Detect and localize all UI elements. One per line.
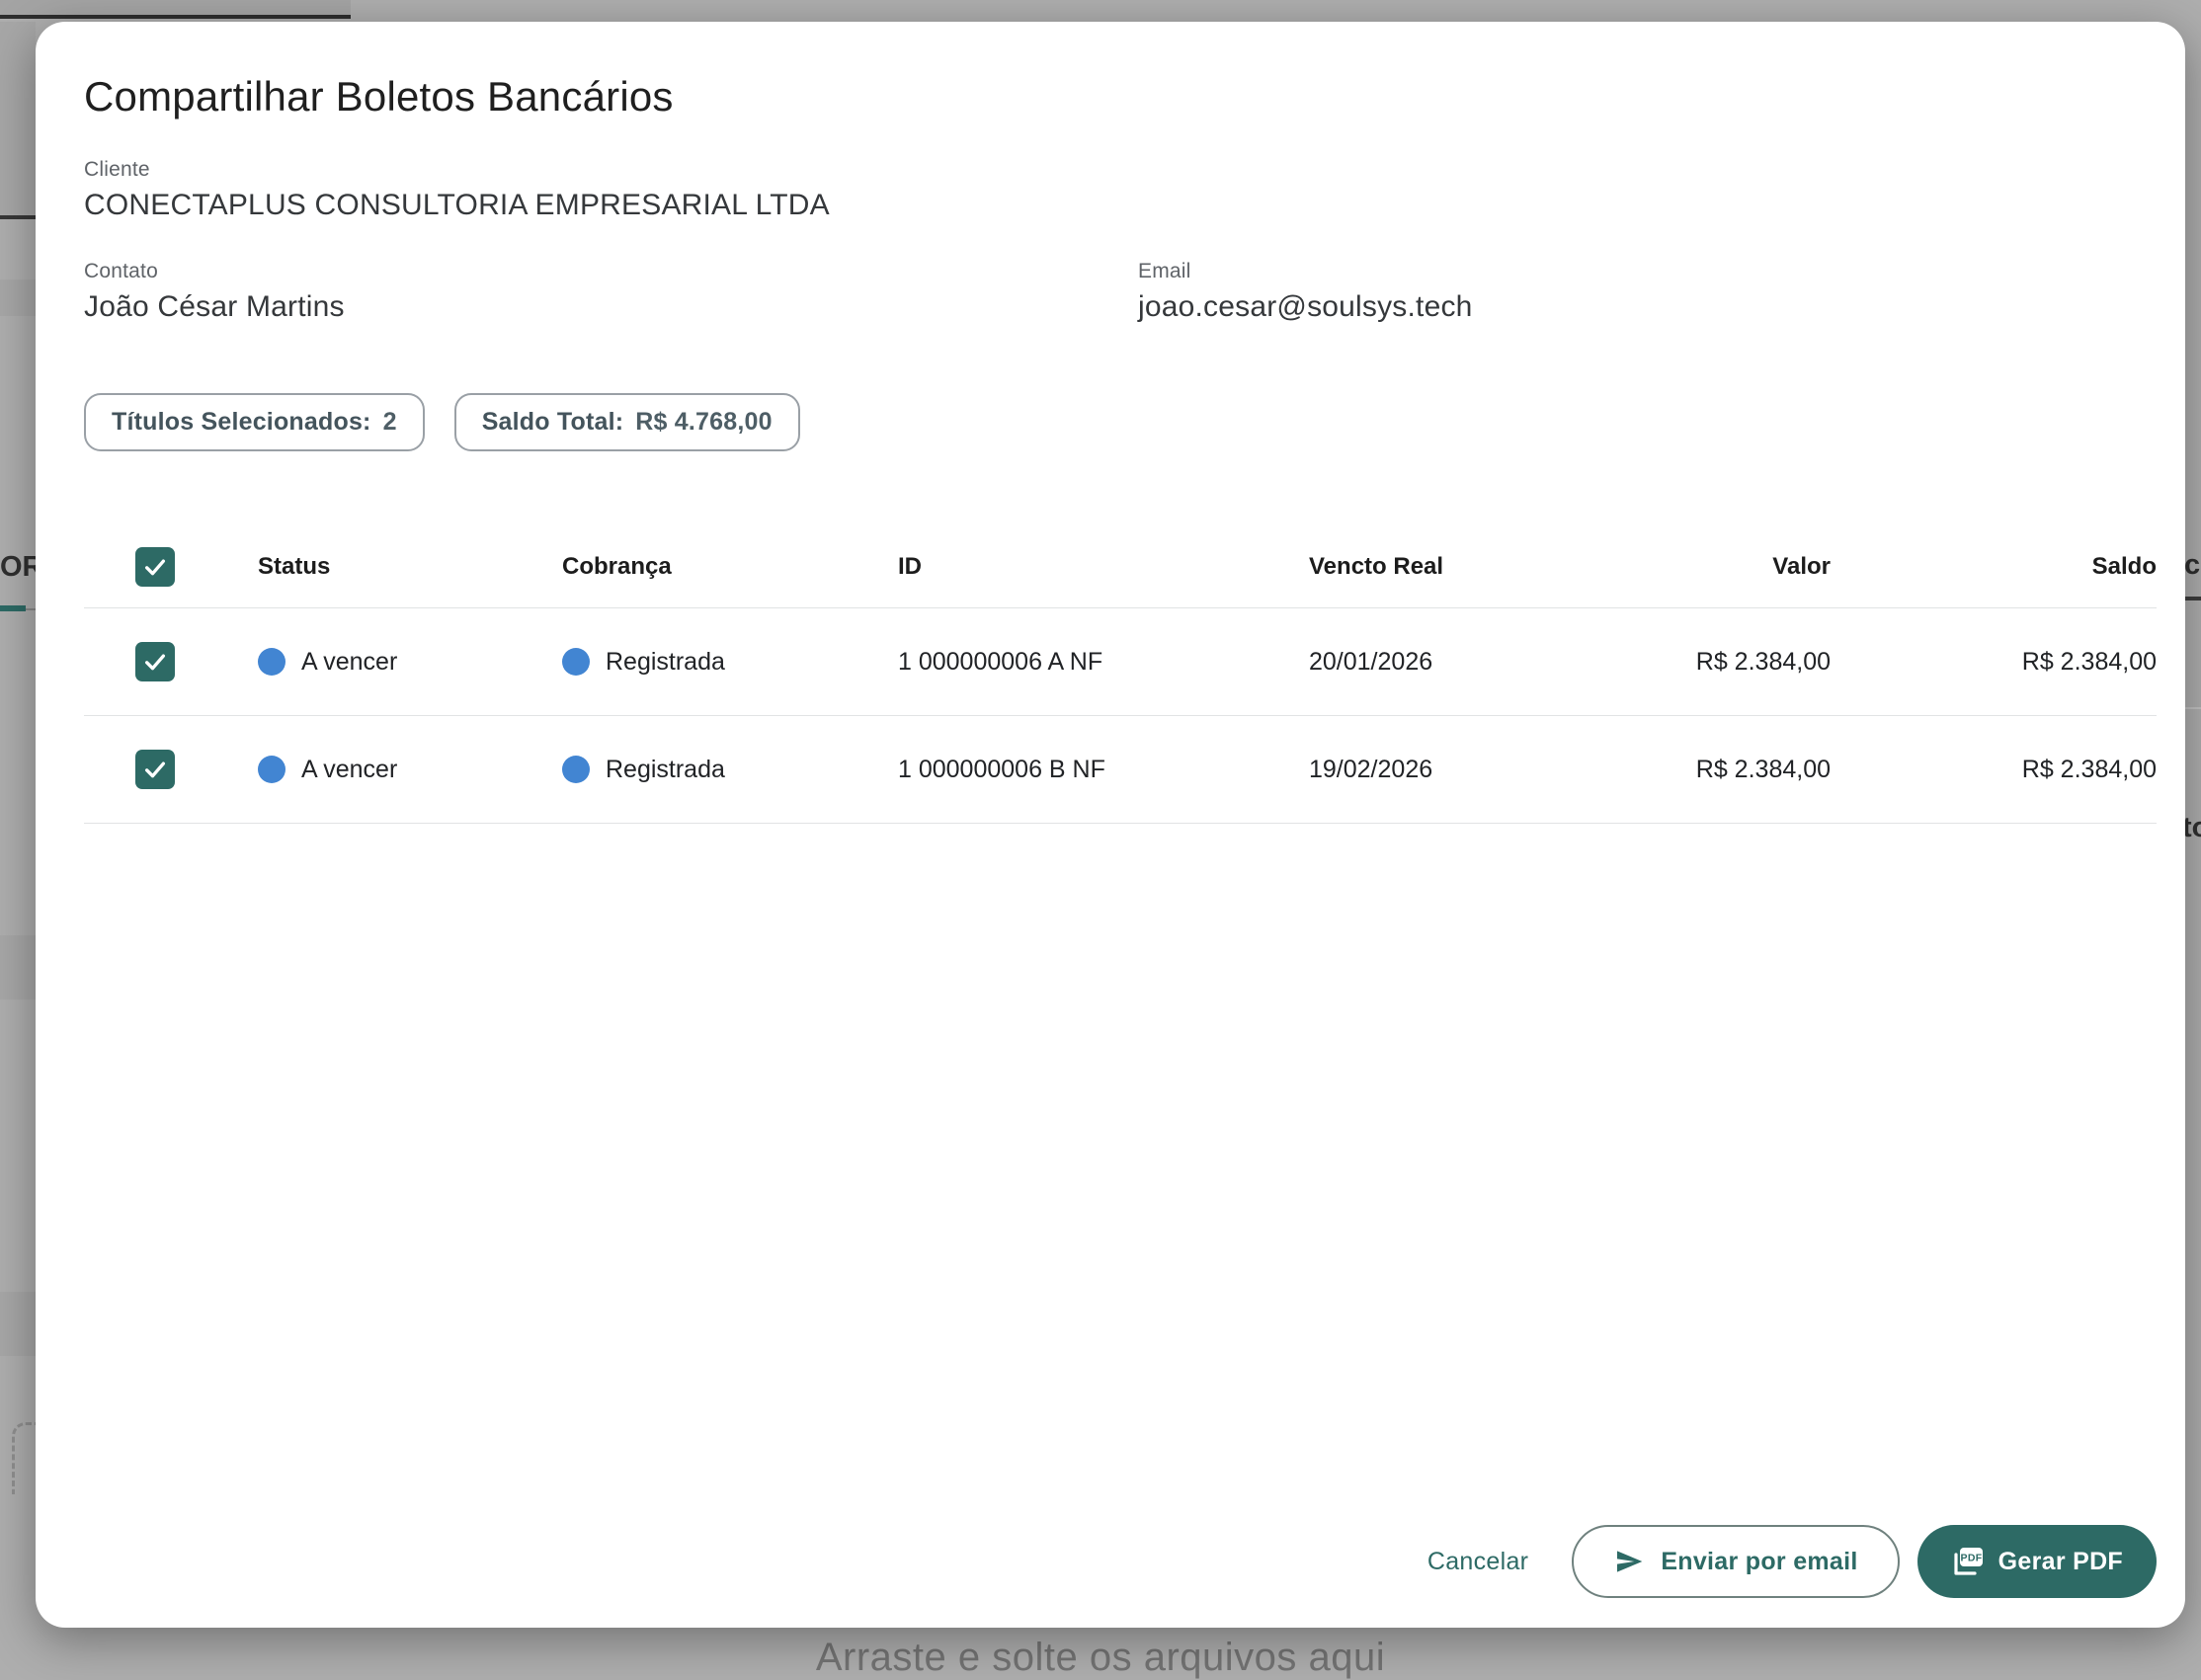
status-cell: A vencer [258,648,562,677]
select-all-checkbox[interactable] [135,547,175,587]
check-icon [145,761,165,778]
generate-pdf-label: Gerar PDF [1997,1547,2123,1575]
background-line-fragment [2183,707,2201,709]
status-dot-icon [258,756,285,783]
background-dropzone-corner-fragment [12,1422,54,1494]
contact-value: João César Martins [84,290,345,323]
selected-count-value: 2 [382,408,397,436]
valor-cell: R$ 2.384,00 [1695,647,1831,676]
table-header-row: Status Cobrança ID Vencto Real Valor Sal… [84,526,2157,608]
boletos-table: Status Cobrança ID Vencto Real Valor Sal… [84,526,2157,824]
selected-count-label: Títulos Selecionados: [112,408,371,436]
send-email-label: Enviar por email [1661,1547,1858,1575]
background-band [0,22,36,219]
contact-label: Contato [84,260,158,282]
generate-pdf-button[interactable]: PDF Gerar PDF [1916,1525,2157,1598]
cobranca-cell: Registrada [562,756,898,784]
client-field: Cliente CONECTAPLUS CONSULTORIA EMPRESAR… [84,158,2157,222]
pdf-icon: PDF [1954,1548,1983,1575]
saldo-cell: R$ 2.384,00 [2021,755,2157,783]
table-row: A vencer Registrada 1 000000006 A NF 20/… [84,608,2157,716]
background-band [0,935,36,1000]
cobranca-dot-icon [562,648,590,676]
valor-cell: R$ 2.384,00 [1695,755,1831,783]
background-band [0,1292,36,1356]
background-tab-underline-fragment [0,605,26,611]
status-dot-icon [258,648,285,676]
header-cobranca: Cobrança [562,553,672,580]
cobranca-dot-icon [562,756,590,783]
email-value: joao.cesar@soulsys.tech [1138,290,1473,323]
cancel-button[interactable]: Cancelar [1427,1547,1529,1575]
summary-chips: Títulos Selecionados: 2 Saldo Total: R$ … [84,393,2157,451]
background-text-fragment-right-top: cio [2184,549,2201,581]
contact-email-row: Contato João César Martins Email joao.ce… [84,260,2157,324]
id-cell: 1 000000006 A NF [898,647,1103,676]
header-id: ID [898,553,922,580]
background-text-fragment-right-bottom: to [2182,812,2201,843]
client-label: Cliente [84,158,150,181]
background-band [0,280,36,316]
status-cell: A vencer [258,756,562,784]
email-label: Email [1138,260,1191,282]
background-divider-fragment [26,608,36,610]
background-tab-fragment [0,0,351,19]
vencto-cell: 20/01/2026 [1309,647,1433,676]
email-field: Email joao.cesar@soulsys.tech [1138,260,1473,324]
share-boletos-dialog: Compartilhar Boletos Bancários Cliente C… [36,22,2185,1628]
table-row: A vencer Registrada 1 000000006 B NF 19/… [84,716,2157,824]
dropzone-hint-text: Arraste e solte os arquivos aqui [815,1636,1386,1679]
total-balance-label: Saldo Total: [481,408,624,436]
check-icon [145,559,165,576]
id-cell: 1 000000006 B NF [898,755,1105,783]
check-icon [145,654,165,671]
background-line-fragment [2183,597,2201,600]
total-balance-chip: Saldo Total: R$ 4.768,00 [453,393,800,451]
header-saldo: Saldo [2091,553,2157,580]
header-valor: Valor [1772,553,1831,580]
row-checkbox[interactable] [135,642,175,681]
header-status: Status [258,553,331,580]
header-vencto: Vencto Real [1309,553,1444,580]
total-balance-value: R$ 4.768,00 [635,408,773,436]
dialog-footer: Cancelar Enviar por email PDF Gerar PDF [1427,1525,2157,1598]
cobranca-cell: Registrada [562,648,898,677]
vencto-cell: 19/02/2026 [1309,755,1433,783]
status-text: A vencer [301,755,398,783]
saldo-cell: R$ 2.384,00 [2021,647,2157,676]
cobranca-text: Registrada [606,647,725,676]
dialog-title: Compartilhar Boletos Bancários [84,73,674,120]
send-icon [1617,1551,1643,1572]
row-checkbox[interactable] [135,750,175,789]
selected-count-chip: Títulos Selecionados: 2 [84,393,425,451]
send-email-button[interactable]: Enviar por email [1572,1525,1900,1598]
client-value: CONECTAPLUS CONSULTORIA EMPRESARIAL LTDA [84,189,830,221]
svg-text:PDF: PDF [1960,1553,1982,1564]
cobranca-text: Registrada [606,755,725,783]
status-text: A vencer [301,647,398,676]
contact-field: Contato João César Martins [84,260,1138,324]
